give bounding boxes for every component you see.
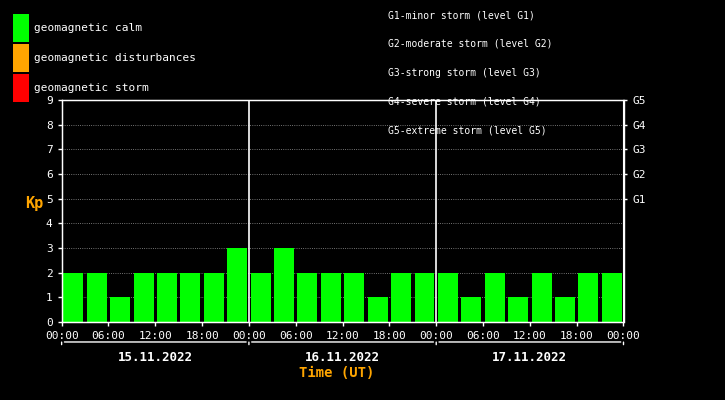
Text: geomagnetic storm: geomagnetic storm [34,83,149,93]
Bar [531,273,552,322]
Bar [579,273,598,322]
Text: G4-severe storm (level G4): G4-severe storm (level G4) [388,96,541,106]
Bar [227,248,247,322]
Bar [461,297,481,322]
Text: Time (UT): Time (UT) [299,366,375,380]
Bar [438,273,458,322]
Bar [87,273,107,322]
Bar [485,273,505,322]
Bar [368,297,388,322]
Text: geomagnetic disturbances: geomagnetic disturbances [34,53,196,63]
Bar [157,273,177,322]
Y-axis label: Kp: Kp [25,196,44,211]
Bar [133,273,154,322]
Text: G3-strong storm (level G3): G3-strong storm (level G3) [388,68,541,78]
Text: 15.11.2022: 15.11.2022 [117,351,193,364]
Bar [110,297,130,322]
Bar [602,273,622,322]
Bar [392,273,411,322]
Bar [181,273,200,322]
Text: G2-moderate storm (level G2): G2-moderate storm (level G2) [388,39,552,49]
Bar [297,273,318,322]
Bar [344,273,364,322]
Text: G1-minor storm (level G1): G1-minor storm (level G1) [388,10,535,20]
Bar [508,297,528,322]
Text: geomagnetic calm: geomagnetic calm [34,23,142,33]
Text: G5-extreme storm (level G5): G5-extreme storm (level G5) [388,125,547,135]
Bar [204,273,224,322]
Bar [63,273,83,322]
Bar [321,273,341,322]
Bar [274,248,294,322]
Bar [251,273,270,322]
Bar [415,273,434,322]
Bar [555,297,575,322]
Text: 17.11.2022: 17.11.2022 [492,351,568,364]
Text: 16.11.2022: 16.11.2022 [305,351,380,364]
